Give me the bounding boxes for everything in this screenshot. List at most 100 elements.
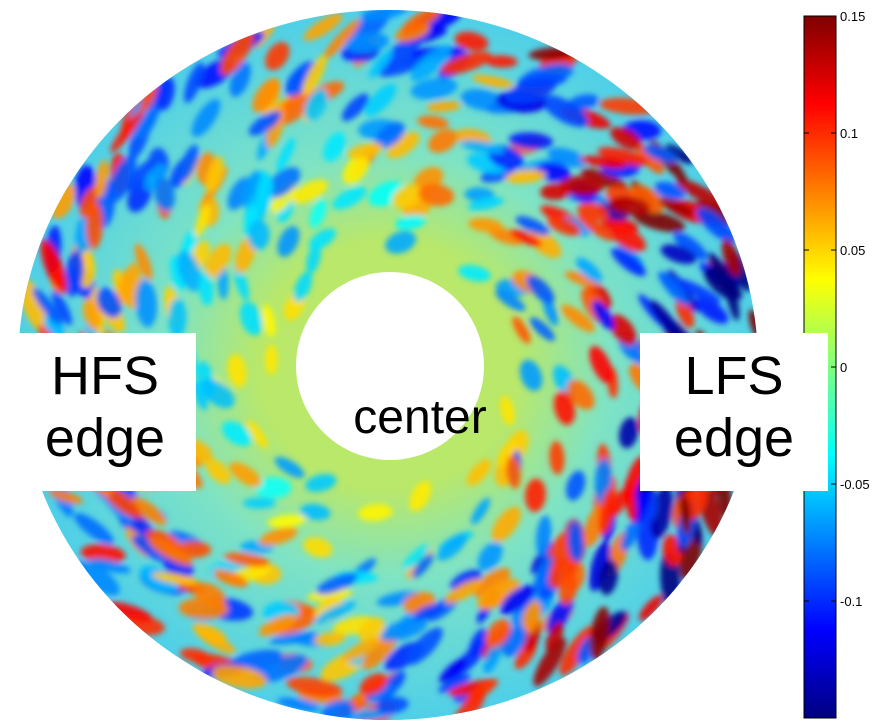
eddy-blob [580,155,626,169]
eddy-blob [178,597,229,620]
eddy-blob [359,673,388,696]
eddy-blob [75,560,120,596]
eddy-blob [659,197,694,217]
eddy-blob [48,488,83,505]
eddy-blob [178,144,199,183]
eddy-blob [192,381,208,411]
eddy-blob [587,281,612,309]
eddy-blob [650,300,680,337]
hfs-edge-label: HFS edge [14,333,196,491]
eddy-blob [360,9,411,22]
eddy-blob [51,290,72,326]
eddy-blob [247,220,270,251]
eddy-blob [341,93,369,122]
eddy-blob [204,243,232,278]
colorbar-tick-label: -0.05 [840,477,870,492]
eddy-blob [134,109,158,140]
eddy-blob [546,531,573,575]
eddy-blob [542,295,559,326]
eddy-blob [376,591,421,607]
eddy-blob [589,606,610,661]
eddy-blob [485,55,518,68]
eddy-blob [528,229,562,259]
eddy-blob [654,181,686,200]
lfs-label-line2: edge [673,408,795,468]
eddy-blob [567,379,595,410]
eddy-blob [522,600,542,634]
eddy-blob [379,618,428,642]
eddy-blob [439,657,467,683]
eddy-blob [553,390,576,425]
eddy-blob [82,297,102,331]
eddy-blob [483,639,503,674]
eddy-blob [505,169,547,184]
eddy-blob [535,515,552,557]
eddy-blob [265,41,290,71]
eddy-blob [96,287,122,318]
eddy-blob [151,572,198,586]
eddy-blob [564,271,598,288]
eddy-blob [323,132,346,162]
eddy-blob [703,266,740,301]
eddy-blob [672,277,721,304]
eddy-blob [589,540,611,592]
eddy-blob [515,216,550,236]
eddy-blob [548,557,578,588]
eddy-blob [675,297,695,329]
eddy-blob [220,29,255,76]
eddy-blob [191,98,221,138]
eddy-blob [227,353,247,388]
eddy-blob [460,140,505,154]
eddy-blob [466,459,492,486]
eddy-blob [358,503,393,522]
eddy-blob [347,142,384,159]
colorbar-tick-label: 0.1 [840,126,858,141]
eddy-blob [286,676,343,697]
eddy-blob [309,199,327,229]
eddy-blob [608,488,629,518]
eddy-blob [293,271,313,302]
eddy-blob [213,569,249,588]
eddy-blob [567,521,584,562]
eddy-blob [437,533,467,561]
eddy-blob [105,601,153,623]
eddy-blob [177,250,202,292]
eddy-blob [304,88,328,121]
eddy-blob [254,476,292,499]
eddy-blob [532,555,553,594]
eddy-blob [386,131,420,159]
eddy-blob [609,314,637,346]
eddy-blob [559,625,595,676]
eddy-blob [194,205,210,238]
colorbar-ticks: 0.15 0.1 0.05 0 -0.05 -0.1 [804,9,870,609]
eddy-blob [229,61,251,98]
eddy-blob [592,300,615,330]
eddy-blob [577,202,609,221]
eddy-blob [576,257,603,284]
eddy-blob [597,147,649,167]
eddy-blob [361,634,398,670]
eddy-blob [610,127,642,150]
eddy-blob [255,172,274,214]
eddy-blob [451,690,486,720]
eddy-blob [444,579,483,604]
eddy-blob [64,250,84,297]
eddy-blob [316,573,358,595]
eddy-blob [217,265,229,300]
eddy-blob [302,55,327,96]
eddy-blob [458,265,491,282]
eddy-blob [258,614,297,637]
eddy-blob [32,287,63,326]
eddy-blob [306,244,321,274]
eddy-blob [198,272,214,306]
eddy-blob [86,201,103,250]
eddy-blob [624,479,637,522]
hfs-label-line1: HFS [51,346,159,406]
eddy-blob [378,56,429,77]
eddy-blob [403,544,430,570]
eddy-blob [368,49,393,79]
eddy-blob [454,31,489,51]
eddy-blob [131,496,167,526]
eddy-blob [473,567,511,598]
eddy-blob [472,74,514,89]
